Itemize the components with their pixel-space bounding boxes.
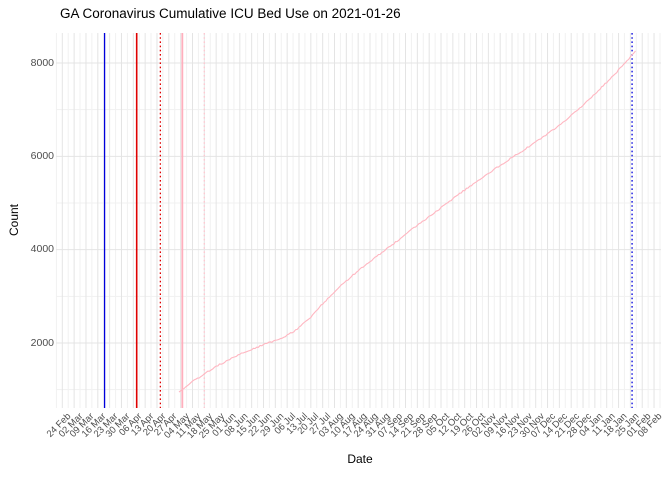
y-tick-label: 8000 [30,56,54,69]
y-tick-label: 4000 [30,243,54,256]
cumulative-icu-line [178,50,636,393]
chart-title: GA Coronavirus Cumulative ICU Bed Use on… [60,6,401,21]
x-axis-title: Date [347,452,373,466]
y-tick-label: 2000 [30,336,54,349]
y-tick-label: 6000 [30,149,54,162]
y-axis-title: Count [7,203,21,237]
